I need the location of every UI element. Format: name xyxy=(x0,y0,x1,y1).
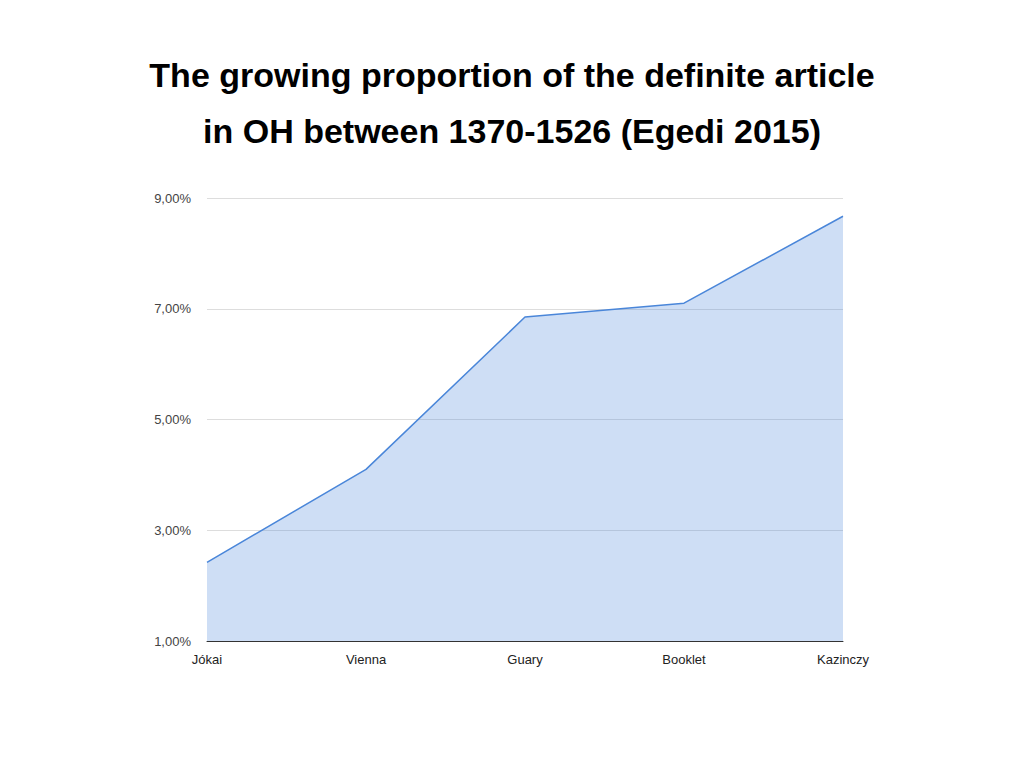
svg-text:Booklet: Booklet xyxy=(662,652,706,667)
svg-text:9,00%: 9,00% xyxy=(154,191,191,206)
svg-text:Guary: Guary xyxy=(507,652,543,667)
svg-text:Kazinczy: Kazinczy xyxy=(817,652,870,667)
svg-text:The growing proportion of the: The growing proportion of the definite a… xyxy=(149,56,874,94)
svg-text:Vienna: Vienna xyxy=(346,652,387,667)
svg-text:1,00%: 1,00% xyxy=(154,634,191,649)
svg-text:3,00%: 3,00% xyxy=(154,523,191,538)
svg-text:Jókai: Jókai xyxy=(192,652,222,667)
svg-text:in OH between 1370-1526 (Egedi: in OH between 1370-1526 (Egedi 2015) xyxy=(203,112,821,150)
svg-text:7,00%: 7,00% xyxy=(154,301,191,316)
svg-text:5,00%: 5,00% xyxy=(154,412,191,427)
